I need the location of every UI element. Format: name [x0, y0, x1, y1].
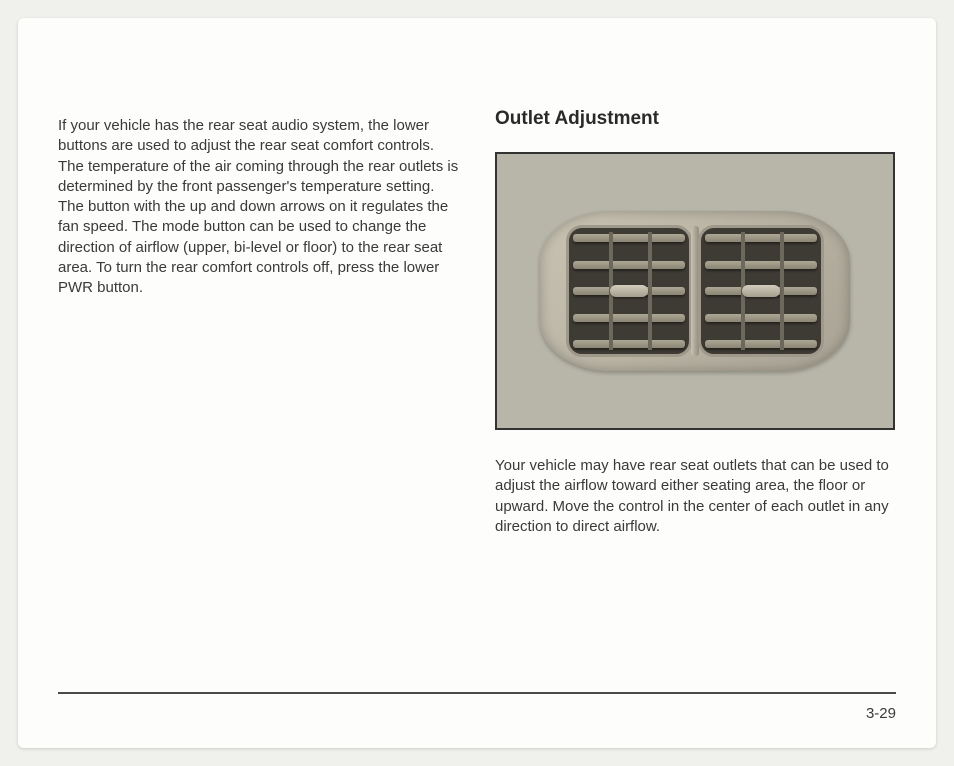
vent-left-grille [566, 225, 692, 357]
right-column: Outlet Adjustment [495, 108, 896, 537]
vent-slat [705, 340, 817, 348]
outlet-adjustment-heading: Outlet Adjustment [495, 108, 896, 130]
vent-adjust-knob-icon [610, 285, 648, 297]
vent-slat [705, 314, 817, 322]
vent-housing [540, 211, 850, 371]
footer-horizontal-rule [58, 692, 896, 694]
vent-slat [573, 340, 685, 348]
vent-slat [573, 314, 685, 322]
left-paragraph: If your vehicle has the rear seat audio … [58, 116, 459, 298]
manual-page: If your vehicle has the rear seat audio … [18, 18, 936, 748]
vent-vertical-divider [648, 232, 652, 350]
vent-slat [573, 234, 685, 242]
vent-slat [705, 261, 817, 269]
vent-right-grille [698, 225, 824, 357]
vent-adjust-knob-icon [742, 285, 780, 297]
page-number: 3-29 [866, 705, 896, 722]
vent-slat [705, 234, 817, 242]
left-column: If your vehicle has the rear seat audio … [58, 108, 459, 537]
two-column-layout: If your vehicle has the rear seat audio … [58, 108, 896, 537]
vent-outlet-photo [495, 152, 895, 430]
vent-vertical-divider [780, 232, 784, 350]
right-paragraph: Your vehicle may have rear seat outlets … [495, 456, 895, 537]
vent-slat [573, 261, 685, 269]
